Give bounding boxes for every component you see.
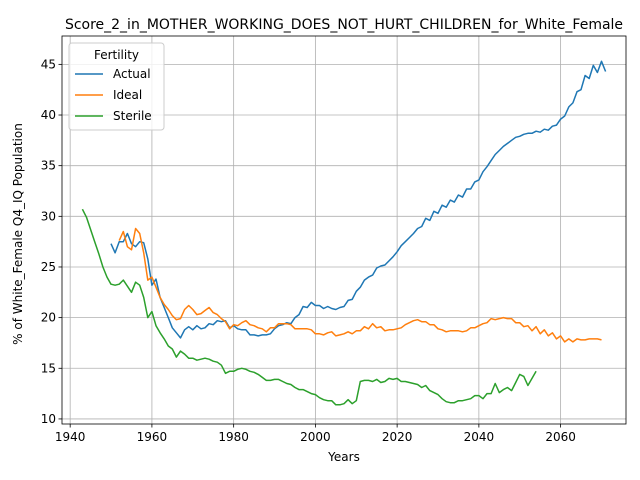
series-lines	[81, 60, 607, 406]
legend-label-ideal: Ideal	[113, 88, 142, 102]
y-tick-label: 45	[41, 57, 56, 71]
x-tick-label: 2060	[545, 430, 576, 444]
y-tick-label: 35	[41, 159, 56, 173]
x-tick-label: 2040	[464, 430, 495, 444]
legend: Fertility Actual Ideal Sterile	[68, 42, 165, 131]
y-tick-label: 25	[41, 260, 56, 274]
y-tick-label: 40	[41, 108, 56, 122]
series-line-sterile	[81, 208, 537, 406]
legend-label-sterile: Sterile	[113, 109, 152, 123]
legend-label-actual: Actual	[113, 67, 151, 81]
y-tick-label: 30	[41, 209, 56, 223]
plot-frame	[61, 35, 627, 425]
x-tick-label: 2000	[300, 430, 331, 444]
legend-box	[68, 42, 165, 131]
y-tick-label: 20	[41, 311, 56, 325]
series-line-ideal	[118, 227, 602, 343]
y-tick-label: 10	[41, 412, 56, 426]
axis-ticks: 1940 1960 1980 2000 2020 2040 2060 10 15 20 25 30 35…	[41, 57, 576, 444]
x-tick-label: 1980	[218, 430, 249, 444]
series-line-actual	[110, 60, 607, 339]
x-tick-label: 1940	[55, 430, 86, 444]
chart-title: Score_2_in_MOTHER_WORKING_DOES_NOT_HURT_…	[65, 17, 623, 33]
x-tick-label: 1960	[137, 430, 168, 444]
x-tick-label: 2020	[382, 430, 413, 444]
x-axis-label: Years	[327, 450, 360, 464]
y-axis-label: % of White_Female Q4_IQ Population	[11, 123, 25, 345]
grid	[62, 36, 626, 424]
legend-title: Fertility	[94, 48, 139, 62]
y-tick-label: 15	[41, 361, 56, 375]
